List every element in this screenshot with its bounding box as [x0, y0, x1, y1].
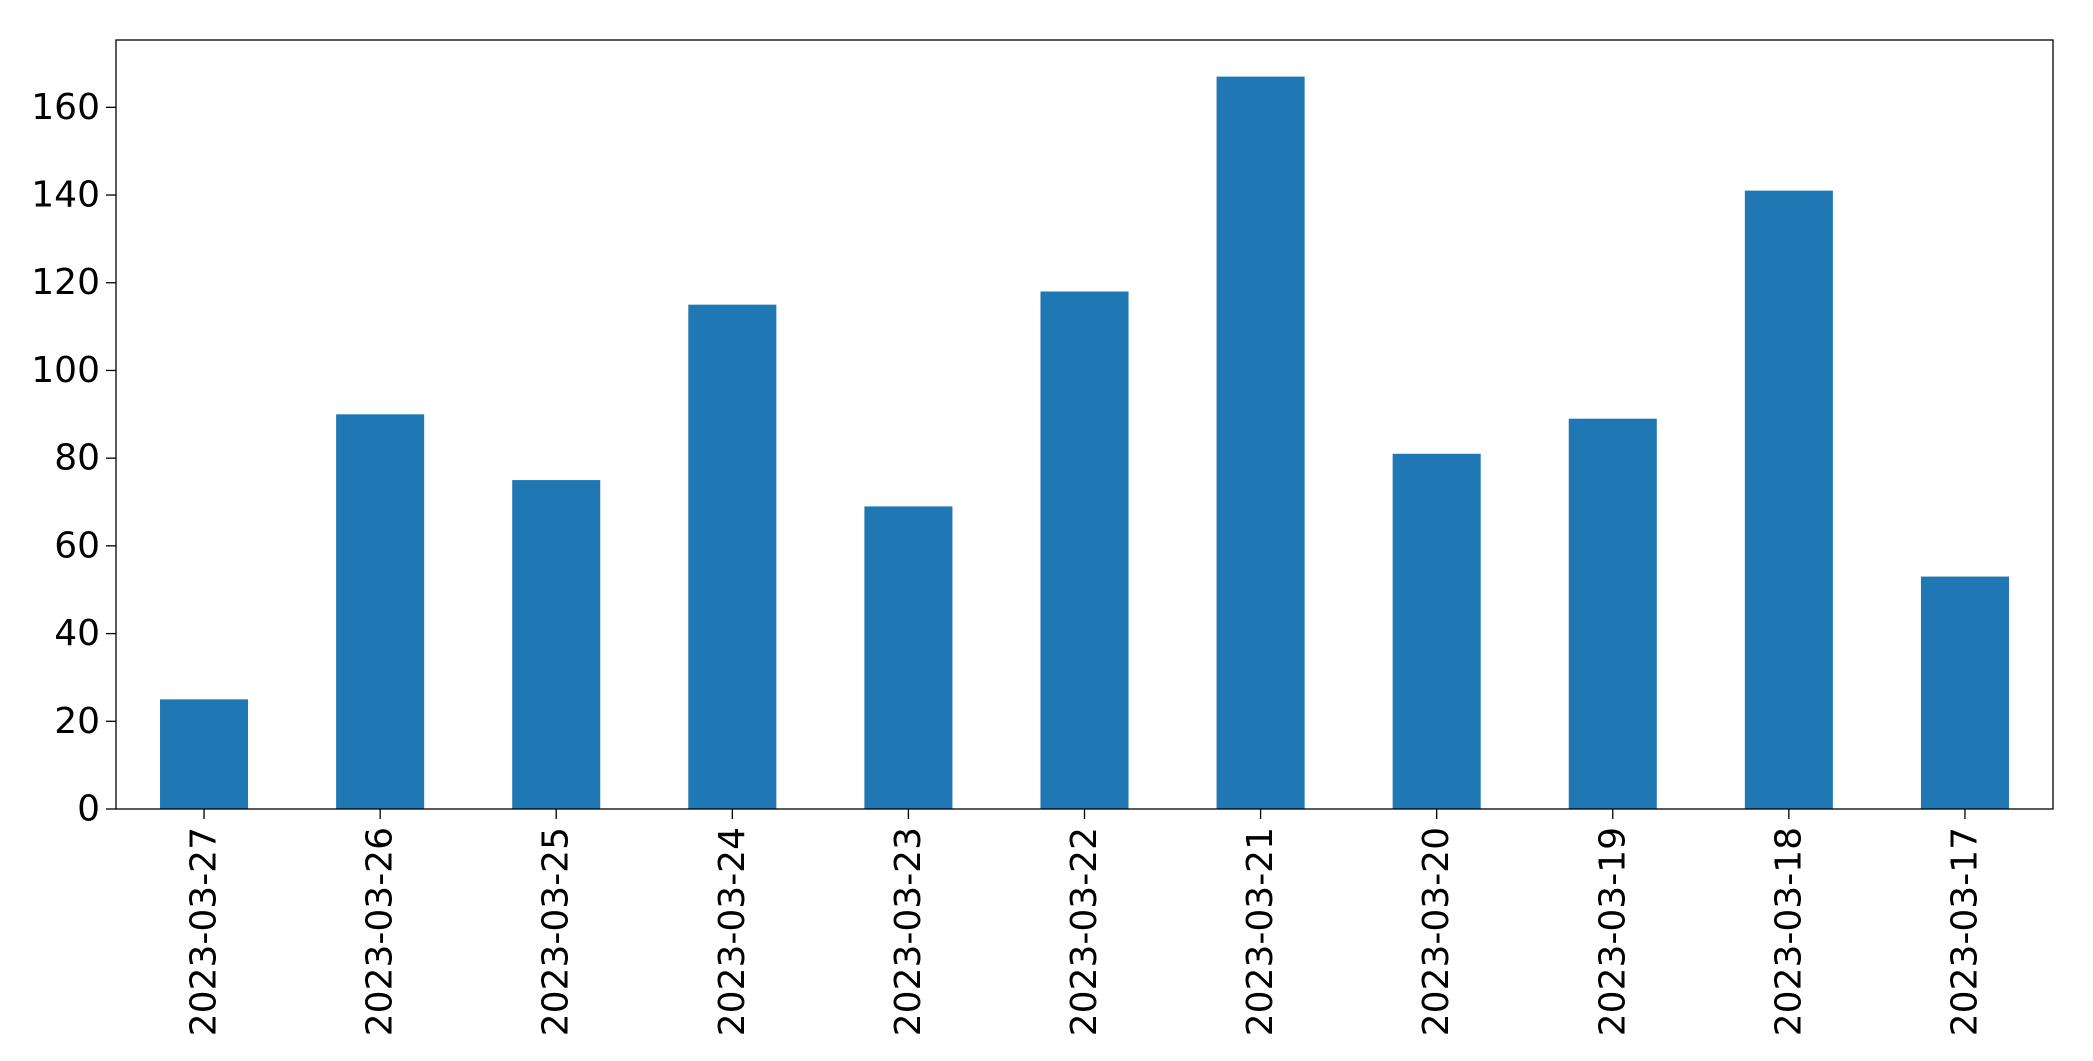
bar [1920, 576, 2009, 809]
y-tick-label: 40 [54, 613, 100, 654]
bar [160, 699, 249, 809]
x-tick-label: 2023-03-19 [1592, 827, 1633, 1036]
x-tick-label: 2023-03-25 [536, 827, 577, 1036]
y-tick-label: 80 [54, 438, 100, 479]
y-tick-label: 120 [31, 262, 100, 303]
x-tick-label: 2023-03-27 [184, 827, 225, 1036]
bar [688, 304, 777, 809]
x-tick-label: 2023-03-20 [1416, 827, 1457, 1036]
y-tick-label: 140 [31, 175, 100, 216]
x-tick-label: 2023-03-18 [1768, 827, 1809, 1036]
bar [336, 414, 425, 809]
y-tick-label: 100 [31, 350, 100, 391]
x-tick-label: 2023-03-17 [1944, 827, 1985, 1036]
y-tick-label: 20 [54, 701, 100, 742]
x-tick-label: 2023-03-22 [1064, 827, 1105, 1036]
bar [1568, 418, 1657, 809]
bar [864, 506, 953, 809]
plot-frame [115, 39, 2054, 810]
y-tick-label: 60 [54, 525, 100, 566]
bar [1216, 76, 1305, 810]
y-tick-label: 160 [31, 87, 100, 128]
x-tick-label: 2023-03-23 [888, 827, 929, 1036]
x-tick-label: 2023-03-21 [1240, 827, 1281, 1036]
bar [1744, 190, 1833, 809]
y-tick-label: 0 [77, 789, 100, 830]
bar [1040, 291, 1129, 809]
x-tick-label: 2023-03-26 [360, 827, 401, 1036]
x-tick-label: 2023-03-24 [712, 827, 753, 1036]
bar [512, 480, 601, 809]
bar [1392, 453, 1481, 809]
